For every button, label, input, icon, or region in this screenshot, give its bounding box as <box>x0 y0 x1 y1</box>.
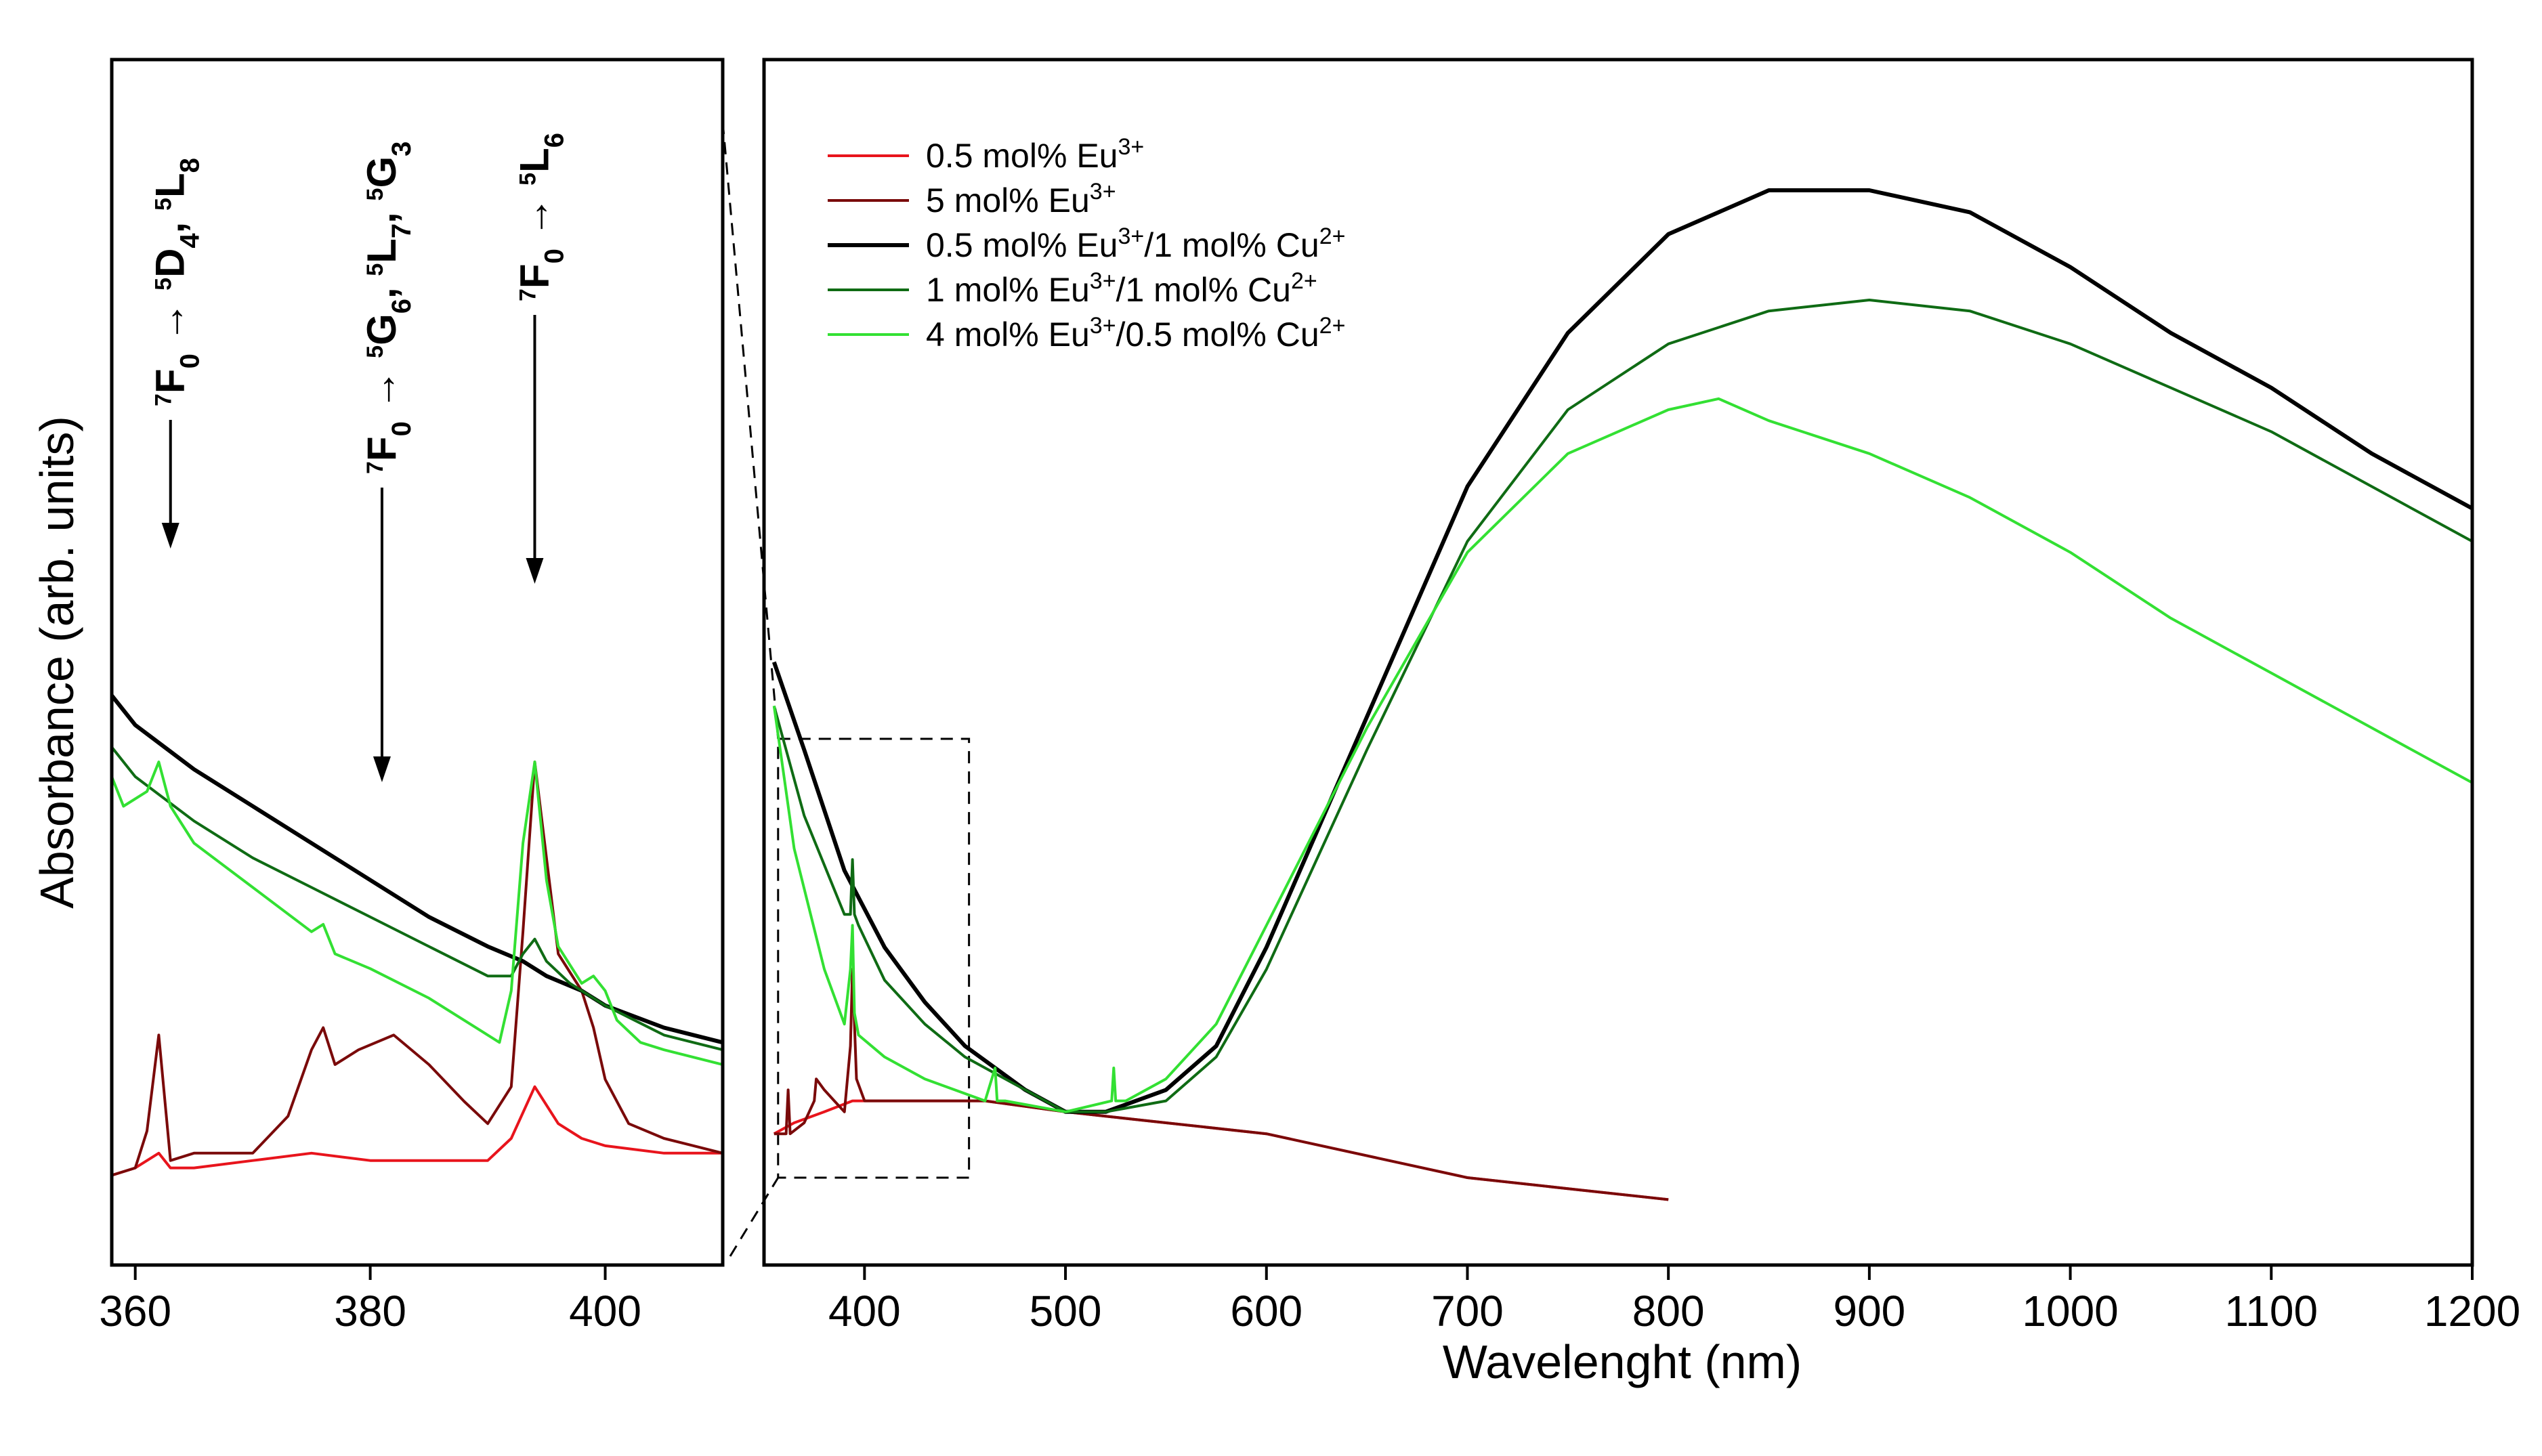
inset-annotation-label: 7F0 → 5L6 <box>511 133 569 301</box>
main-series-4-line <box>772 299 2473 1113</box>
main-panel: 400 500 600 700 800 900 1000 1100 1200 0.5 mol% … <box>721 58 2520 1335</box>
main-x-tick-label: 700 <box>1431 1287 1504 1335</box>
main-x-tick-label: 400 <box>828 1287 901 1335</box>
y-axis-title: Absorbance (arb. units) <box>30 416 83 909</box>
zoom-connector-bottom <box>729 1177 780 1257</box>
main-x-ticks: 400 500 600 700 800 900 1000 1100 1200 <box>828 1265 2520 1335</box>
inset-series-1-line <box>112 1085 723 1177</box>
main-x-tick-label: 1000 <box>2022 1287 2118 1335</box>
main-x-tick-label: 800 <box>1632 1287 1705 1335</box>
main-series-5-line <box>772 397 2473 1113</box>
inset-series-5-line <box>112 761 723 1066</box>
inset-series-2-line <box>112 761 723 1177</box>
legend-label: 5 mol% Eu3+ <box>926 179 1116 219</box>
legend-label: 0.5 mol% Eu3+ <box>926 134 1144 175</box>
main-series-group <box>771 188 2474 1201</box>
inset-annotation-arrow-head <box>373 756 391 782</box>
inset-panel: 7F0 → 5D4, 5L8 7F0 → 5G6, 5L7, 5G3 7F0 → 5… <box>99 58 725 1335</box>
legend-label: 0.5 mol% Eu3+/1 mol% Cu2+ <box>926 223 1345 264</box>
main-frame <box>762 58 2474 1267</box>
zoom-region-box <box>777 737 971 1179</box>
inset-x-tick-label: 360 <box>99 1287 171 1335</box>
main-x-tick-label: 1100 <box>2224 1287 2318 1335</box>
inset-x-tick-label: 400 <box>569 1287 641 1335</box>
legend-label: 4 mol% Eu3+/0.5 mol% Cu2+ <box>926 313 1345 354</box>
inset-frame <box>110 58 725 1267</box>
inset-annotation-label: 7F0 → 5D4, 5L8 <box>148 158 205 406</box>
legend-label: 1 mol% Eu3+/1 mol% Cu2+ <box>926 268 1317 309</box>
x-axis-title: Wavelenght (nm) <box>1443 1335 1802 1388</box>
inset-annotations: 7F0 → 5D4, 5L8 7F0 → 5G6, 5L7, 5G3 7F0 → 5… <box>148 133 569 782</box>
legend: 0.5 mol% Eu3+5 mol% Eu3+0.5 mol% Eu3+/1 … <box>828 134 1345 354</box>
zoom-connector-top <box>721 121 780 740</box>
main-x-tick-label: 600 <box>1230 1287 1302 1335</box>
main-x-tick-label: 1200 <box>2424 1287 2520 1335</box>
inset-annotation-arrow-head <box>161 523 179 549</box>
inset-series-group <box>112 694 723 1177</box>
main-series-3-line <box>771 188 2474 1114</box>
inset-x-ticks: 360 380 400 <box>99 1265 641 1335</box>
inset-series-4-line <box>112 746 723 1052</box>
inset-x-tick-label: 380 <box>334 1287 406 1335</box>
inset-annotation-label: 7F0 → 5G6, 5L7, 5G3 <box>359 142 417 474</box>
main-x-tick-label: 500 <box>1030 1287 1102 1335</box>
main-x-tick-label: 900 <box>1833 1287 1905 1335</box>
inset-annotation-arrow-head <box>526 558 544 584</box>
main-series-2-line <box>774 968 1669 1201</box>
